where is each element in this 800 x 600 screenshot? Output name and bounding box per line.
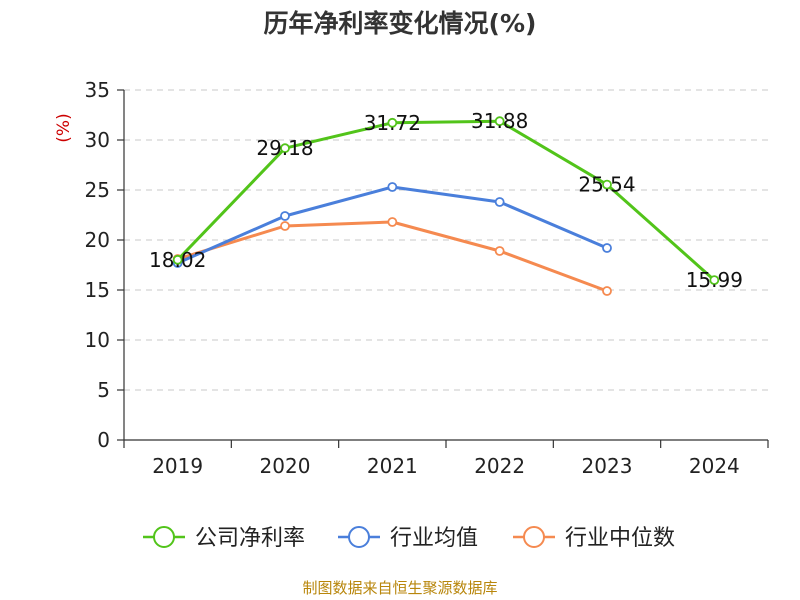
data-label: 29.18 [256,136,313,160]
legend-label: 行业中位数 [565,526,675,551]
data-point [709,275,720,286]
x-tick-label: 2021 [367,454,418,478]
legend-marker [523,526,545,548]
series-line [176,119,716,282]
x-tick-label: 2022 [474,454,525,478]
series-line [177,220,608,293]
y-axis-label: (%) [54,113,74,142]
y-tick-label: 35 [85,78,110,102]
x-tick-label: 2019 [152,454,203,478]
y-tick-label: 20 [85,228,110,252]
data-point [280,143,290,154]
data-label: 31.88 [471,109,528,133]
legend-label: 公司净利率 [195,526,305,551]
legend-marker [348,526,370,548]
y-tick-label: 5 [97,378,110,402]
x-tick-label: 2023 [582,454,633,478]
data-label: 25.54 [578,173,635,197]
data-point [494,197,505,207]
x-tick-label: 2024 [689,454,740,478]
y-tick-label: 25 [85,178,110,202]
data-point [602,179,612,190]
y-tick-label: 15 [85,278,110,302]
x-tick-label: 2020 [260,454,311,478]
data-point [280,221,290,231]
legend-marker [153,526,175,548]
chart-title: 历年净利率变化情况(%) [263,9,537,38]
data-label: 15.99 [686,268,743,292]
y-tick-label: 10 [85,328,110,352]
legend-label: 行业均值 [390,526,478,551]
y-tick-label: 30 [85,128,110,152]
data-point [387,182,398,192]
data-point [280,211,290,221]
y-tick-label: 0 [97,428,110,452]
data-point [387,117,398,128]
data-point [494,246,505,256]
data-point [387,217,398,227]
data-label: 31.72 [364,111,421,135]
source-note: 制图数据来自恒生聚源数据库 [302,579,498,597]
data-point [172,254,183,265]
data-point [602,286,612,296]
data-point [602,243,612,253]
data-point [494,116,505,127]
data-label: 18.02 [149,248,206,272]
